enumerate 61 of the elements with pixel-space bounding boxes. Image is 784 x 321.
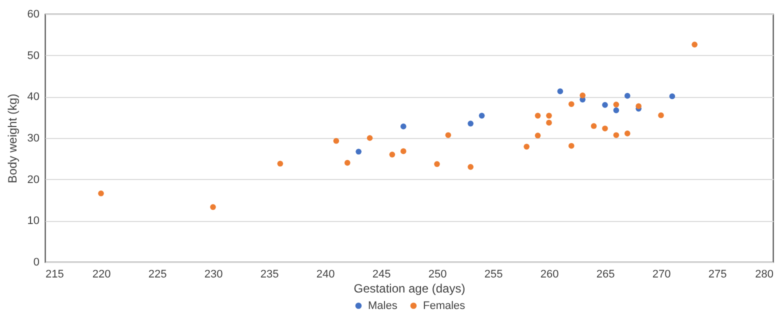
point bbox=[613, 132, 620, 138]
point bbox=[400, 148, 406, 154]
x-tick-label: 270 bbox=[652, 268, 671, 280]
x-axis-title: Gestation age (days) bbox=[354, 282, 466, 296]
point bbox=[602, 126, 608, 132]
point bbox=[277, 160, 284, 167]
x-tick-label: 250 bbox=[428, 268, 447, 280]
point bbox=[624, 92, 630, 99]
point bbox=[602, 102, 608, 108]
point bbox=[669, 93, 676, 100]
point bbox=[210, 204, 216, 210]
x-tick-label: 220 bbox=[92, 268, 111, 280]
point bbox=[333, 138, 340, 144]
point bbox=[568, 142, 574, 149]
y-tick-label: 50 bbox=[27, 50, 40, 62]
y-axis-title: Body weight (kg) bbox=[5, 94, 20, 184]
point bbox=[580, 92, 586, 98]
x-tick-label: 245 bbox=[372, 268, 391, 280]
x-tick-label: 215 bbox=[46, 268, 64, 280]
legend-label: Males bbox=[368, 300, 398, 312]
y-tick-label: 0 bbox=[33, 256, 40, 268]
y-tick-label: 10 bbox=[27, 215, 40, 228]
point bbox=[613, 107, 620, 114]
point bbox=[534, 112, 541, 119]
x-tick-label: 255 bbox=[484, 268, 503, 280]
point bbox=[534, 132, 541, 138]
y-tick-label: 60 bbox=[27, 8, 40, 20]
point bbox=[400, 124, 406, 130]
x-tick-label: 260 bbox=[540, 268, 559, 280]
point bbox=[478, 112, 485, 119]
point bbox=[624, 130, 630, 136]
point bbox=[636, 103, 642, 110]
x-tick-label: 280 bbox=[755, 268, 774, 280]
legend-label: Females bbox=[423, 300, 466, 312]
point bbox=[468, 164, 474, 170]
x-tick-label: 230 bbox=[204, 268, 223, 280]
point bbox=[568, 101, 574, 108]
x-tick-label: 275 bbox=[708, 268, 727, 280]
point bbox=[613, 102, 620, 108]
point bbox=[468, 120, 474, 126]
point bbox=[356, 148, 362, 155]
x-tick-label: 235 bbox=[260, 268, 279, 280]
point bbox=[546, 120, 552, 126]
x-tick-label: 225 bbox=[148, 268, 167, 280]
point bbox=[546, 112, 552, 119]
y-tick-label: 40 bbox=[27, 91, 40, 104]
point bbox=[658, 112, 664, 118]
point bbox=[692, 42, 698, 48]
y-tick-label: 30 bbox=[27, 132, 40, 144]
point bbox=[557, 88, 564, 94]
point bbox=[98, 190, 104, 196]
x-tick-label: 265 bbox=[596, 268, 615, 280]
point bbox=[389, 152, 396, 158]
point bbox=[366, 135, 373, 141]
y-tick-label: 20 bbox=[27, 174, 40, 186]
x-tick-label: 240 bbox=[316, 268, 335, 280]
point bbox=[434, 161, 440, 167]
point bbox=[344, 160, 350, 166]
point bbox=[445, 132, 452, 138]
point bbox=[590, 123, 597, 129]
point bbox=[524, 144, 530, 150]
